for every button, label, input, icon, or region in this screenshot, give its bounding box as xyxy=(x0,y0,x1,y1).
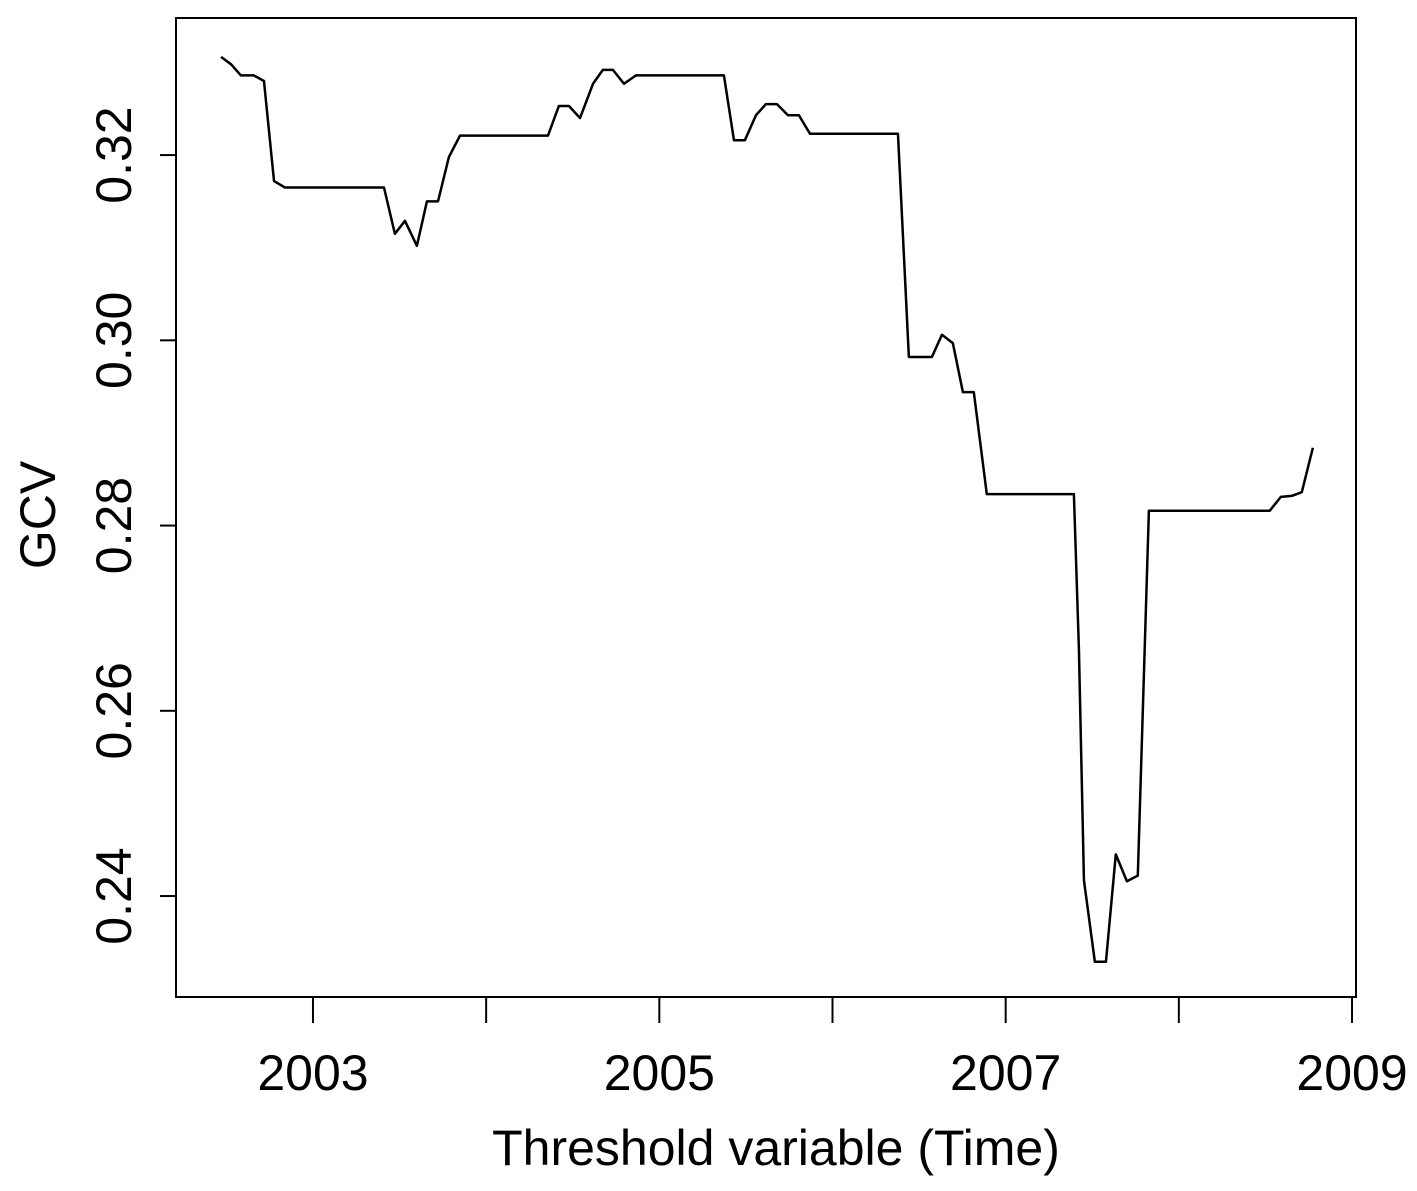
data-line xyxy=(220,55,1315,964)
y-tick-label: 0.30 xyxy=(86,292,142,389)
x-tick-label: 2005 xyxy=(604,1045,715,1101)
y-tick-label: 0.28 xyxy=(86,477,142,574)
x-tick-label: 2007 xyxy=(950,1045,1061,1101)
y-tick-label: 0.26 xyxy=(86,662,142,759)
x-tick-label: 2009 xyxy=(1296,1045,1407,1101)
plot-frame xyxy=(175,17,1357,998)
x-tick-label: 2003 xyxy=(257,1045,368,1101)
y-tick-label: 0.24 xyxy=(86,847,142,944)
y-tick-label: 0.32 xyxy=(86,106,142,203)
y-axis-title: GCV xyxy=(10,460,66,569)
x-axis-title: Threshold variable (Time) xyxy=(492,1120,1060,1176)
